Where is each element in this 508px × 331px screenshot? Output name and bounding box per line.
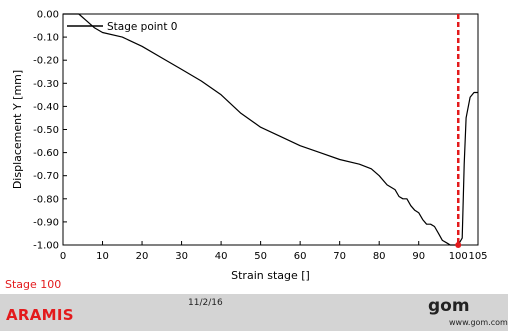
y-tick-label: 0.00 xyxy=(37,10,59,21)
x-tick-label: 70 xyxy=(333,251,346,262)
footer-url: www.gom.com xyxy=(449,318,508,327)
y-tick-label: -0.60 xyxy=(33,148,59,159)
chart: 0.00 -0.10 -0.20 -0.30 -0.40 -0.50 -0.60 -0.70 -… xyxy=(11,10,488,283)
x-tick-label: 40 xyxy=(215,251,228,262)
current-stage-marker-point xyxy=(455,242,462,248)
y-axis-ticks: 0.00 -0.10 -0.20 -0.30 -0.40 -0.50 -0.60 -0.70 -… xyxy=(33,10,67,252)
stage-label: Stage 100 xyxy=(5,278,62,291)
y-tick-label: -0.90 xyxy=(33,217,59,228)
x-tick-label: 80 xyxy=(373,251,386,262)
series-layer xyxy=(63,13,478,246)
y-tick-label: -0.40 xyxy=(33,102,59,113)
y-tick-label: -1.00 xyxy=(33,241,59,252)
legend-label: Stage point 0 xyxy=(107,21,177,33)
x-tick-label: 90 xyxy=(412,251,425,262)
x-tick-label: 100 xyxy=(449,251,468,262)
x-axis-title: Strain stage [] xyxy=(231,269,310,282)
footer-bar: ARAMIS 11/2/16 gom www.gom.com xyxy=(0,294,508,331)
y-tick-label: -0.30 xyxy=(33,79,59,90)
x-tick-label: 20 xyxy=(136,251,149,262)
y-tick-label: -0.50 xyxy=(33,125,59,136)
y-tick-label: -0.20 xyxy=(33,56,59,67)
gom-logo: gom xyxy=(428,296,470,316)
x-axis-ticks: 0 10 20 30 40 50 60 70 80 90 100 105 xyxy=(60,241,488,262)
series-line xyxy=(63,13,478,246)
y-tick-label: -0.80 xyxy=(33,194,59,205)
x-tick-label: 10 xyxy=(96,251,109,262)
legend: Stage point 0 xyxy=(67,21,177,33)
x-tick-label: 60 xyxy=(294,251,307,262)
x-tick-label: 50 xyxy=(254,251,267,262)
y-tick-label: -0.70 xyxy=(33,171,59,182)
footer-date: 11/2/16 xyxy=(188,298,223,308)
x-tick-label: 0 xyxy=(60,251,66,262)
y-axis-title: Displacement Y [mm] xyxy=(11,70,24,189)
x-tick-label: 105 xyxy=(468,251,487,262)
brand-name: ARAMIS xyxy=(6,306,74,324)
y-tick-label: -0.10 xyxy=(33,33,59,44)
x-tick-label: 30 xyxy=(175,251,188,262)
